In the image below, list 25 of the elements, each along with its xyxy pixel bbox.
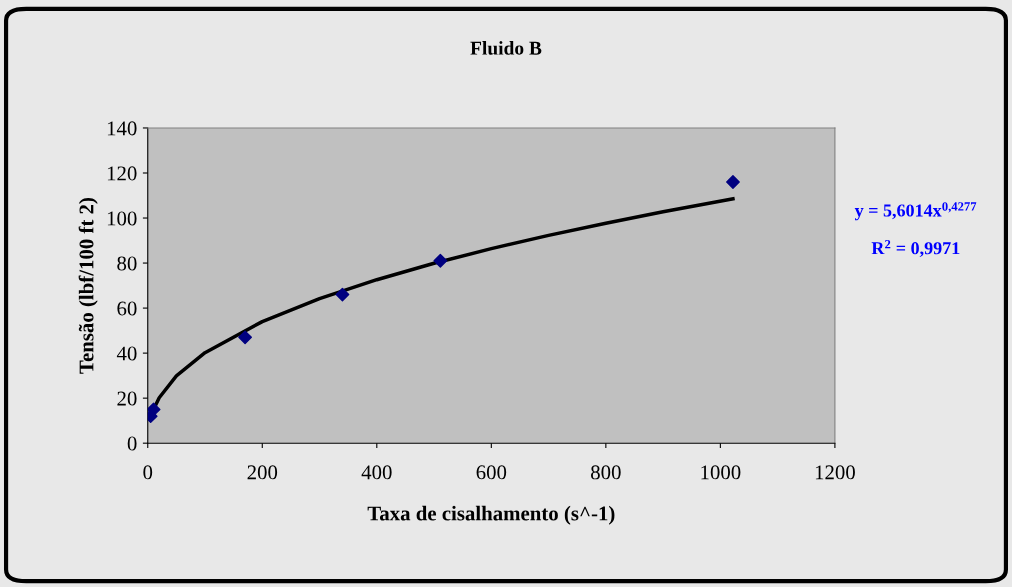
point: [726, 175, 740, 189]
x-tick-label: 600: [476, 465, 507, 480]
x-tick-label: 1200: [815, 465, 855, 480]
point: [147, 402, 161, 417]
y-tick-label: 80: [117, 256, 137, 271]
x-tick-label: 400: [361, 465, 392, 480]
text: R$^{2}$ = 0,9971: [871, 239, 960, 257]
chart-title: Fluido B: [470, 41, 542, 55]
point: [433, 253, 448, 268]
y-axis-title: Tensão (lbf/100 ft 2): [78, 198, 98, 374]
x-tick-label: 1000: [701, 465, 741, 480]
y-tick-label: 120: [107, 166, 137, 181]
y-tick-label: 100: [107, 211, 137, 226]
y-tick-label: 60: [117, 301, 137, 316]
x-tick-label: 800: [591, 465, 621, 480]
point: [335, 287, 350, 302]
y-tick-label: 20: [117, 391, 137, 406]
point: [238, 330, 253, 345]
text: y = 5,6014x$^{0,4277}$: [854, 202, 977, 221]
x-tick-label: 200: [247, 465, 278, 480]
y-tick-label: 140: [107, 121, 137, 136]
y-tick-label: 40: [116, 346, 137, 361]
x-tick-label: 0: [143, 465, 153, 480]
x-axis-title: Taxa de cisalhamento (s^-1): [367, 505, 615, 525]
y-tick-label: 0: [127, 436, 137, 451]
